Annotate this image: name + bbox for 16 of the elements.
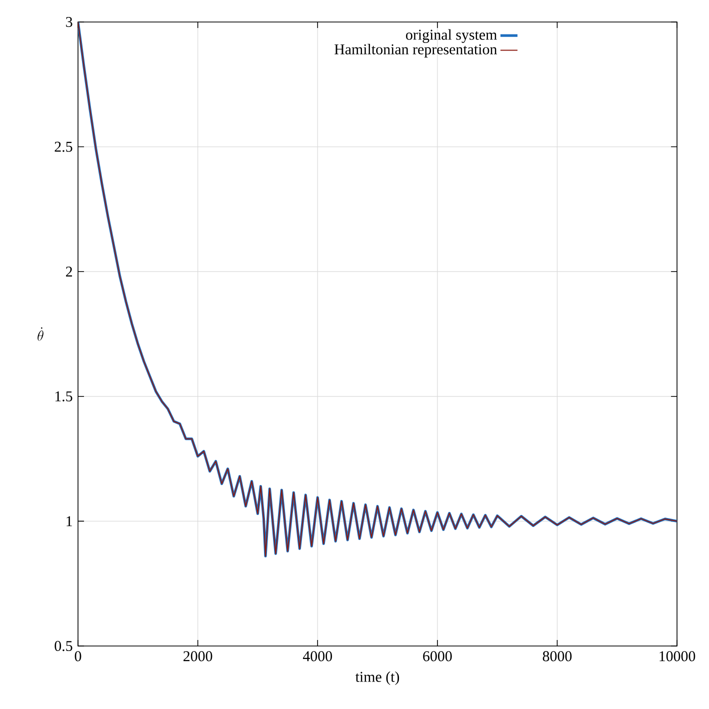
y-tick-label: 1: [66, 516, 72, 526]
legend-label: original system: [406, 29, 497, 43]
x-tick-label: 0: [74, 651, 82, 662]
x-tick-label: 6000: [423, 651, 452, 662]
y-tick-label: 0.5: [54, 640, 72, 652]
x-tick-label: 10000: [660, 651, 696, 662]
legend-label: Hamiltonian representation: [334, 44, 497, 58]
x-axis-title: time (t): [355, 671, 400, 685]
y-tick-label: 2.5: [54, 142, 72, 152]
y-axis-title: $\dot{\theta}$: [38, 327, 44, 341]
x-tick-label: 2000: [184, 651, 212, 662]
y-tick-label: 1.5: [55, 391, 72, 402]
y-tick-label: 3: [66, 16, 72, 27]
y-tick-label: 2: [66, 266, 72, 277]
x-tick-label: 8000: [542, 651, 572, 662]
x-tick-label: 4000: [302, 651, 332, 662]
